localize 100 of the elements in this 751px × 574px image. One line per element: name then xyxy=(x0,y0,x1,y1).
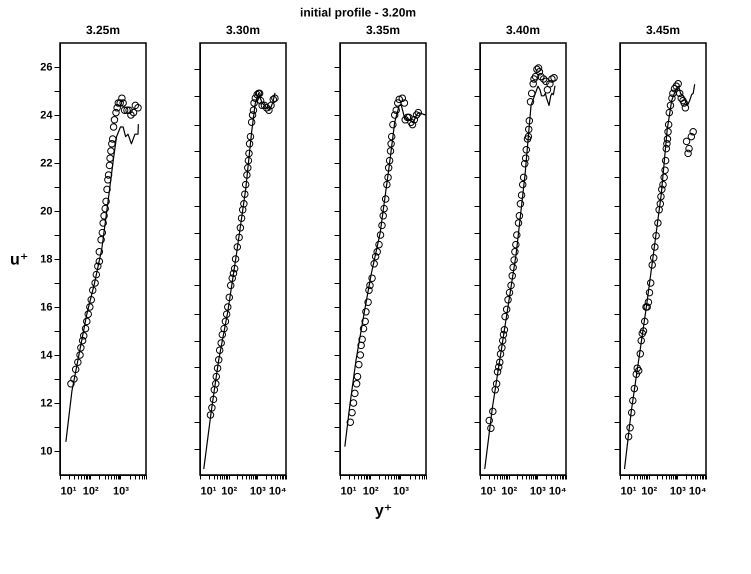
x-tick-label: 10⁴ xyxy=(548,486,566,498)
point xyxy=(498,336,506,344)
point xyxy=(386,156,394,164)
point xyxy=(232,255,240,263)
point xyxy=(238,206,246,214)
point xyxy=(526,98,534,106)
x-tick-label: 10² xyxy=(362,486,380,498)
point xyxy=(356,351,364,359)
point xyxy=(238,214,246,222)
point xyxy=(222,318,230,326)
point xyxy=(634,364,641,372)
point xyxy=(355,360,363,368)
point xyxy=(679,96,687,104)
point xyxy=(524,135,532,143)
point xyxy=(206,411,214,419)
point xyxy=(376,231,384,239)
y-tick-label: 18 xyxy=(40,254,52,266)
point xyxy=(500,330,508,338)
y-tick-label: 10 xyxy=(40,446,52,458)
x-tick-label: 10³ xyxy=(530,486,546,498)
point xyxy=(530,75,538,83)
point xyxy=(516,200,524,208)
point xyxy=(507,282,515,290)
y-tick-label: 16 xyxy=(40,302,52,314)
point xyxy=(398,94,406,102)
point xyxy=(500,326,508,334)
point xyxy=(657,192,665,200)
point xyxy=(226,294,234,302)
point xyxy=(348,408,356,416)
point xyxy=(354,372,362,380)
point xyxy=(494,368,502,376)
point xyxy=(240,200,248,208)
point xyxy=(634,366,642,374)
x-tick-label: 10⁴ xyxy=(688,486,706,498)
point xyxy=(646,279,654,287)
point xyxy=(362,308,370,316)
point xyxy=(502,306,510,314)
point xyxy=(496,358,504,366)
point xyxy=(510,256,518,264)
point xyxy=(351,390,359,398)
chart-title: 3.25m xyxy=(86,23,120,37)
point xyxy=(234,243,242,251)
point xyxy=(365,286,373,294)
point xyxy=(660,174,668,182)
point xyxy=(400,99,408,107)
point xyxy=(684,150,692,158)
point xyxy=(361,318,369,326)
chart-title: 3.40m xyxy=(506,23,540,37)
text: initial profile - 3.20m xyxy=(300,5,416,20)
point xyxy=(663,140,671,148)
point xyxy=(536,68,544,76)
point xyxy=(352,380,360,388)
point xyxy=(364,298,372,306)
point xyxy=(537,72,545,80)
chart-title: 3.45m xyxy=(646,23,680,37)
point xyxy=(638,330,646,338)
point xyxy=(242,180,250,188)
point xyxy=(655,206,663,214)
point xyxy=(526,117,534,124)
y-tick-label: 24 xyxy=(40,110,54,122)
point xyxy=(522,146,530,154)
point xyxy=(220,324,228,332)
point xyxy=(650,254,658,262)
chart-title: 3.30m xyxy=(226,23,260,37)
point xyxy=(224,303,232,311)
point xyxy=(357,342,365,350)
point xyxy=(236,224,244,232)
y-tick-label: 22 xyxy=(40,158,52,170)
point xyxy=(492,380,500,388)
point xyxy=(661,166,669,174)
x-tick-label: 10¹ xyxy=(620,486,637,498)
x-tick-label: 10² xyxy=(82,486,100,498)
point xyxy=(408,120,416,128)
point xyxy=(514,219,522,227)
point xyxy=(372,252,380,260)
point xyxy=(529,80,537,88)
point xyxy=(652,232,660,240)
point xyxy=(346,418,354,426)
point xyxy=(644,298,652,306)
point xyxy=(501,312,509,320)
point xyxy=(218,330,226,338)
point xyxy=(688,132,696,140)
x-tick-label: 10¹ xyxy=(200,486,217,498)
point xyxy=(520,174,528,182)
point xyxy=(366,282,374,290)
point xyxy=(632,370,640,378)
point xyxy=(384,164,392,172)
point xyxy=(636,350,644,358)
point xyxy=(241,190,249,198)
point xyxy=(640,327,648,335)
point xyxy=(265,106,273,114)
y-tick-label: 26 xyxy=(40,62,52,74)
point xyxy=(685,144,693,152)
point xyxy=(235,234,243,242)
point xyxy=(524,132,532,140)
x-axis-title: y⁺ xyxy=(374,502,392,520)
point xyxy=(504,296,512,304)
y-axis-title: u⁺ xyxy=(10,252,28,268)
point xyxy=(222,310,230,318)
y-tick-label: 20 xyxy=(40,206,52,218)
